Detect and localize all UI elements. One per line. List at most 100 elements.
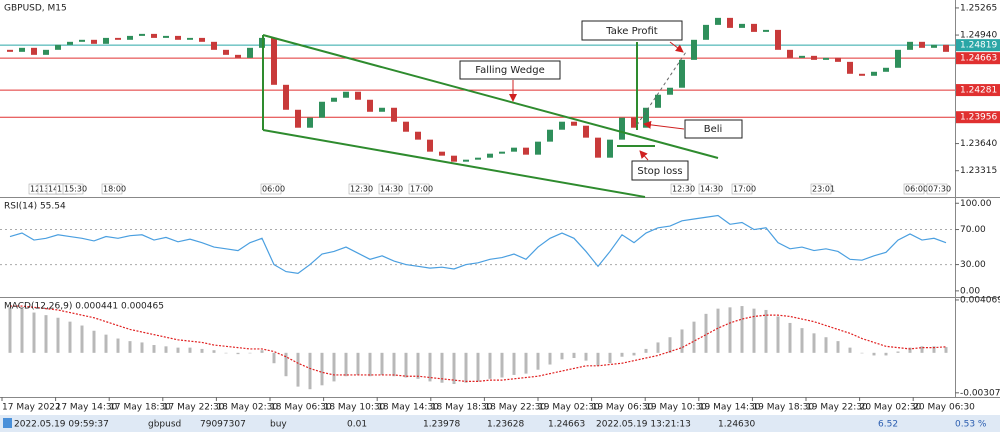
annotation-box xyxy=(459,60,561,80)
candle xyxy=(139,33,145,36)
histogram-bar xyxy=(572,352,576,359)
status-cell: 1.23628 xyxy=(487,420,524,430)
y-tick-label: 30.00 xyxy=(960,260,986,270)
candle xyxy=(739,23,745,28)
histogram-bar xyxy=(644,348,648,353)
histogram-bar xyxy=(872,352,876,356)
candle xyxy=(475,157,481,160)
candle xyxy=(403,121,409,132)
histogram-bar xyxy=(668,337,672,353)
annotations: Take Profit Falling Wedge Beli Stop loss xyxy=(459,20,743,181)
histogram-bar xyxy=(308,352,312,390)
signal-line xyxy=(10,305,947,383)
panel-title: MACD(12,26,9) 0.000441 0.000465 xyxy=(4,302,164,312)
status-cell: buy xyxy=(270,420,287,430)
y-tick-label: -0.003078 xyxy=(960,388,1000,398)
x-tick-label: 17 May 2022 xyxy=(2,403,61,413)
candle xyxy=(823,57,829,60)
candle xyxy=(55,44,61,50)
histogram-bar xyxy=(500,352,504,378)
candle xyxy=(103,37,109,44)
period-label: 14:30 xyxy=(700,185,723,194)
histogram-bar xyxy=(260,350,264,353)
status-cell: 2022.05.19 09:59:37 xyxy=(14,420,109,430)
status-cell: 1.23978 xyxy=(423,420,460,430)
histogram-bar xyxy=(272,352,276,364)
candle xyxy=(211,41,217,50)
histogram-bar xyxy=(848,347,852,353)
histogram-bar xyxy=(512,352,516,375)
period-label: 12:30 xyxy=(350,185,373,194)
level-label-bg xyxy=(956,84,1000,97)
x-tick-label: 18 May 02:30 xyxy=(216,403,278,413)
histogram-bar xyxy=(320,352,324,386)
histogram-bar xyxy=(380,352,384,375)
panel-title: RSI(14) 55.54 xyxy=(4,202,66,212)
candle xyxy=(883,67,889,72)
histogram-bar xyxy=(788,322,792,353)
x-tick-label: 19 May 10:30 xyxy=(645,403,707,413)
candle xyxy=(331,97,337,102)
candle xyxy=(943,44,949,52)
panel-title: GBPUSD, M15 xyxy=(4,4,67,14)
histogram-bar xyxy=(248,352,252,354)
x-tick-label: 19 May 02:30 xyxy=(538,403,600,413)
candle xyxy=(199,37,205,42)
x-tick-label: 18 May 22:30 xyxy=(484,403,546,413)
status-cell: 1.24663 xyxy=(548,420,585,430)
candle xyxy=(535,141,541,155)
x-tick-label: 19 May 14:30 xyxy=(699,403,761,413)
candle xyxy=(763,29,769,32)
level-label: 1.23956 xyxy=(960,113,997,123)
histogram-bar xyxy=(8,307,12,353)
candle xyxy=(451,155,457,162)
candle xyxy=(787,49,793,58)
histogram-bar xyxy=(200,348,204,353)
histogram-bar xyxy=(164,346,168,353)
period-label-bg xyxy=(408,183,430,195)
histogram-bar xyxy=(560,352,564,360)
histogram-bar xyxy=(860,352,864,354)
histogram-bar xyxy=(56,317,60,353)
period-label: 13 xyxy=(39,185,49,194)
candle xyxy=(547,129,553,142)
candle xyxy=(631,117,637,128)
histogram-bar xyxy=(764,309,768,353)
period-label-bg xyxy=(731,183,753,195)
y-tick-label: 100.00 xyxy=(960,199,992,209)
candle xyxy=(919,41,925,48)
histogram-bar xyxy=(140,342,144,353)
period-label: 14 xyxy=(48,185,58,194)
x-tick-label: 18 May 14:30 xyxy=(377,403,439,413)
candle xyxy=(607,139,613,158)
wedge-drawing xyxy=(262,34,719,198)
histogram-bar xyxy=(944,347,948,353)
histogram-bar xyxy=(596,352,600,366)
candle xyxy=(319,101,325,118)
candle xyxy=(679,59,685,88)
arrow xyxy=(639,150,649,161)
status-cell: 0.53 % xyxy=(955,420,987,430)
candle xyxy=(859,73,865,76)
candle xyxy=(895,49,901,68)
candle xyxy=(847,61,853,74)
candle xyxy=(31,47,37,55)
histogram-bar xyxy=(776,316,780,353)
status-cell: 79097307 xyxy=(200,420,246,430)
y-tick-label: 1.23640 xyxy=(960,139,997,149)
candle xyxy=(187,37,193,40)
candle xyxy=(163,35,169,38)
histogram-bar xyxy=(152,345,156,353)
candle xyxy=(871,71,877,76)
histogram-bar xyxy=(92,330,96,353)
histogram-bar xyxy=(344,352,348,377)
period-label-bg xyxy=(348,183,370,195)
candle xyxy=(751,23,757,32)
annotation: Falling Wedge xyxy=(475,65,544,76)
histogram-bar xyxy=(728,307,732,353)
candle xyxy=(799,55,805,58)
candle xyxy=(175,35,181,40)
histogram-bar xyxy=(224,352,228,354)
histogram-bar xyxy=(44,315,48,353)
candle xyxy=(835,57,841,62)
